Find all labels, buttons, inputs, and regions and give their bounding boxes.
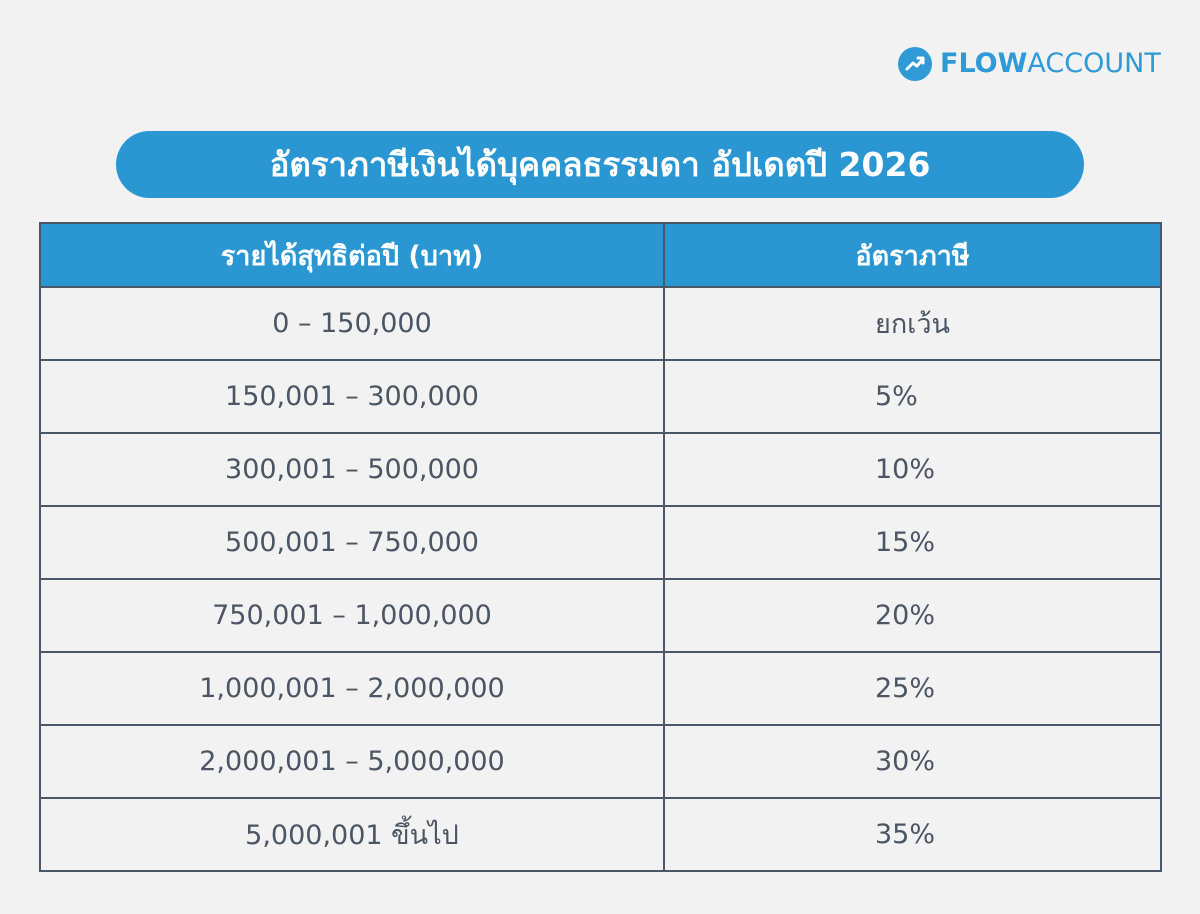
- rate-cell: 25%: [663, 651, 1162, 726]
- brand-name: FLOWACCOUNT: [940, 44, 1161, 84]
- income-cell: 750,001 – 1,000,000: [39, 578, 665, 653]
- income-cell: 2,000,001 – 5,000,000: [39, 724, 665, 799]
- income-cell: 0 – 150,000: [39, 286, 665, 361]
- rate-cell: 15%: [663, 505, 1162, 580]
- title-banner: อัตราภาษีเงินได้บุคคลธรรมดา อัปเดตปี 202…: [116, 131, 1084, 198]
- page-title: อัตราภาษีเงินได้บุคคลธรรมดา อัปเดตปี 202…: [269, 145, 931, 184]
- rate-cell: ยกเว้น: [663, 286, 1162, 361]
- table-row: 2,000,001 – 5,000,000 30%: [39, 724, 1162, 799]
- table-header-row: รายได้สุทธิต่อปี (บาท) อัตราภาษี: [39, 222, 1162, 288]
- rate-cell: 30%: [663, 724, 1162, 799]
- table-row: 500,001 – 750,000 15%: [39, 505, 1162, 580]
- column-header-income: รายได้สุทธิต่อปี (บาท): [39, 222, 665, 288]
- table-row: 0 – 150,000 ยกเว้น: [39, 286, 1162, 361]
- trend-up-arrow-icon: [898, 47, 932, 81]
- income-cell: 500,001 – 750,000: [39, 505, 665, 580]
- table-row: 150,001 – 300,000 5%: [39, 359, 1162, 434]
- rate-cell: 5%: [663, 359, 1162, 434]
- brand-logo: FLOWACCOUNT: [898, 44, 1161, 84]
- brand-name-part2: ACCOUNT: [1027, 48, 1161, 79]
- rate-cell: 10%: [663, 432, 1162, 507]
- tax-rate-table: รายได้สุทธิต่อปี (บาท) อัตราภาษี 0 – 150…: [39, 222, 1162, 872]
- table-row: 750,001 – 1,000,000 20%: [39, 578, 1162, 653]
- income-cell: 5,000,001 ขึ้นไป: [39, 797, 665, 872]
- table-row: 5,000,001 ขึ้นไป 35%: [39, 797, 1162, 872]
- table-row: 300,001 – 500,000 10%: [39, 432, 1162, 507]
- rate-cell: 20%: [663, 578, 1162, 653]
- rate-cell: 35%: [663, 797, 1162, 872]
- income-cell: 150,001 – 300,000: [39, 359, 665, 434]
- table-row: 1,000,001 – 2,000,000 25%: [39, 651, 1162, 726]
- brand-name-part1: FLOW: [940, 48, 1028, 79]
- column-header-rate: อัตราภาษี: [663, 222, 1162, 288]
- income-cell: 300,001 – 500,000: [39, 432, 665, 507]
- income-cell: 1,000,001 – 2,000,000: [39, 651, 665, 726]
